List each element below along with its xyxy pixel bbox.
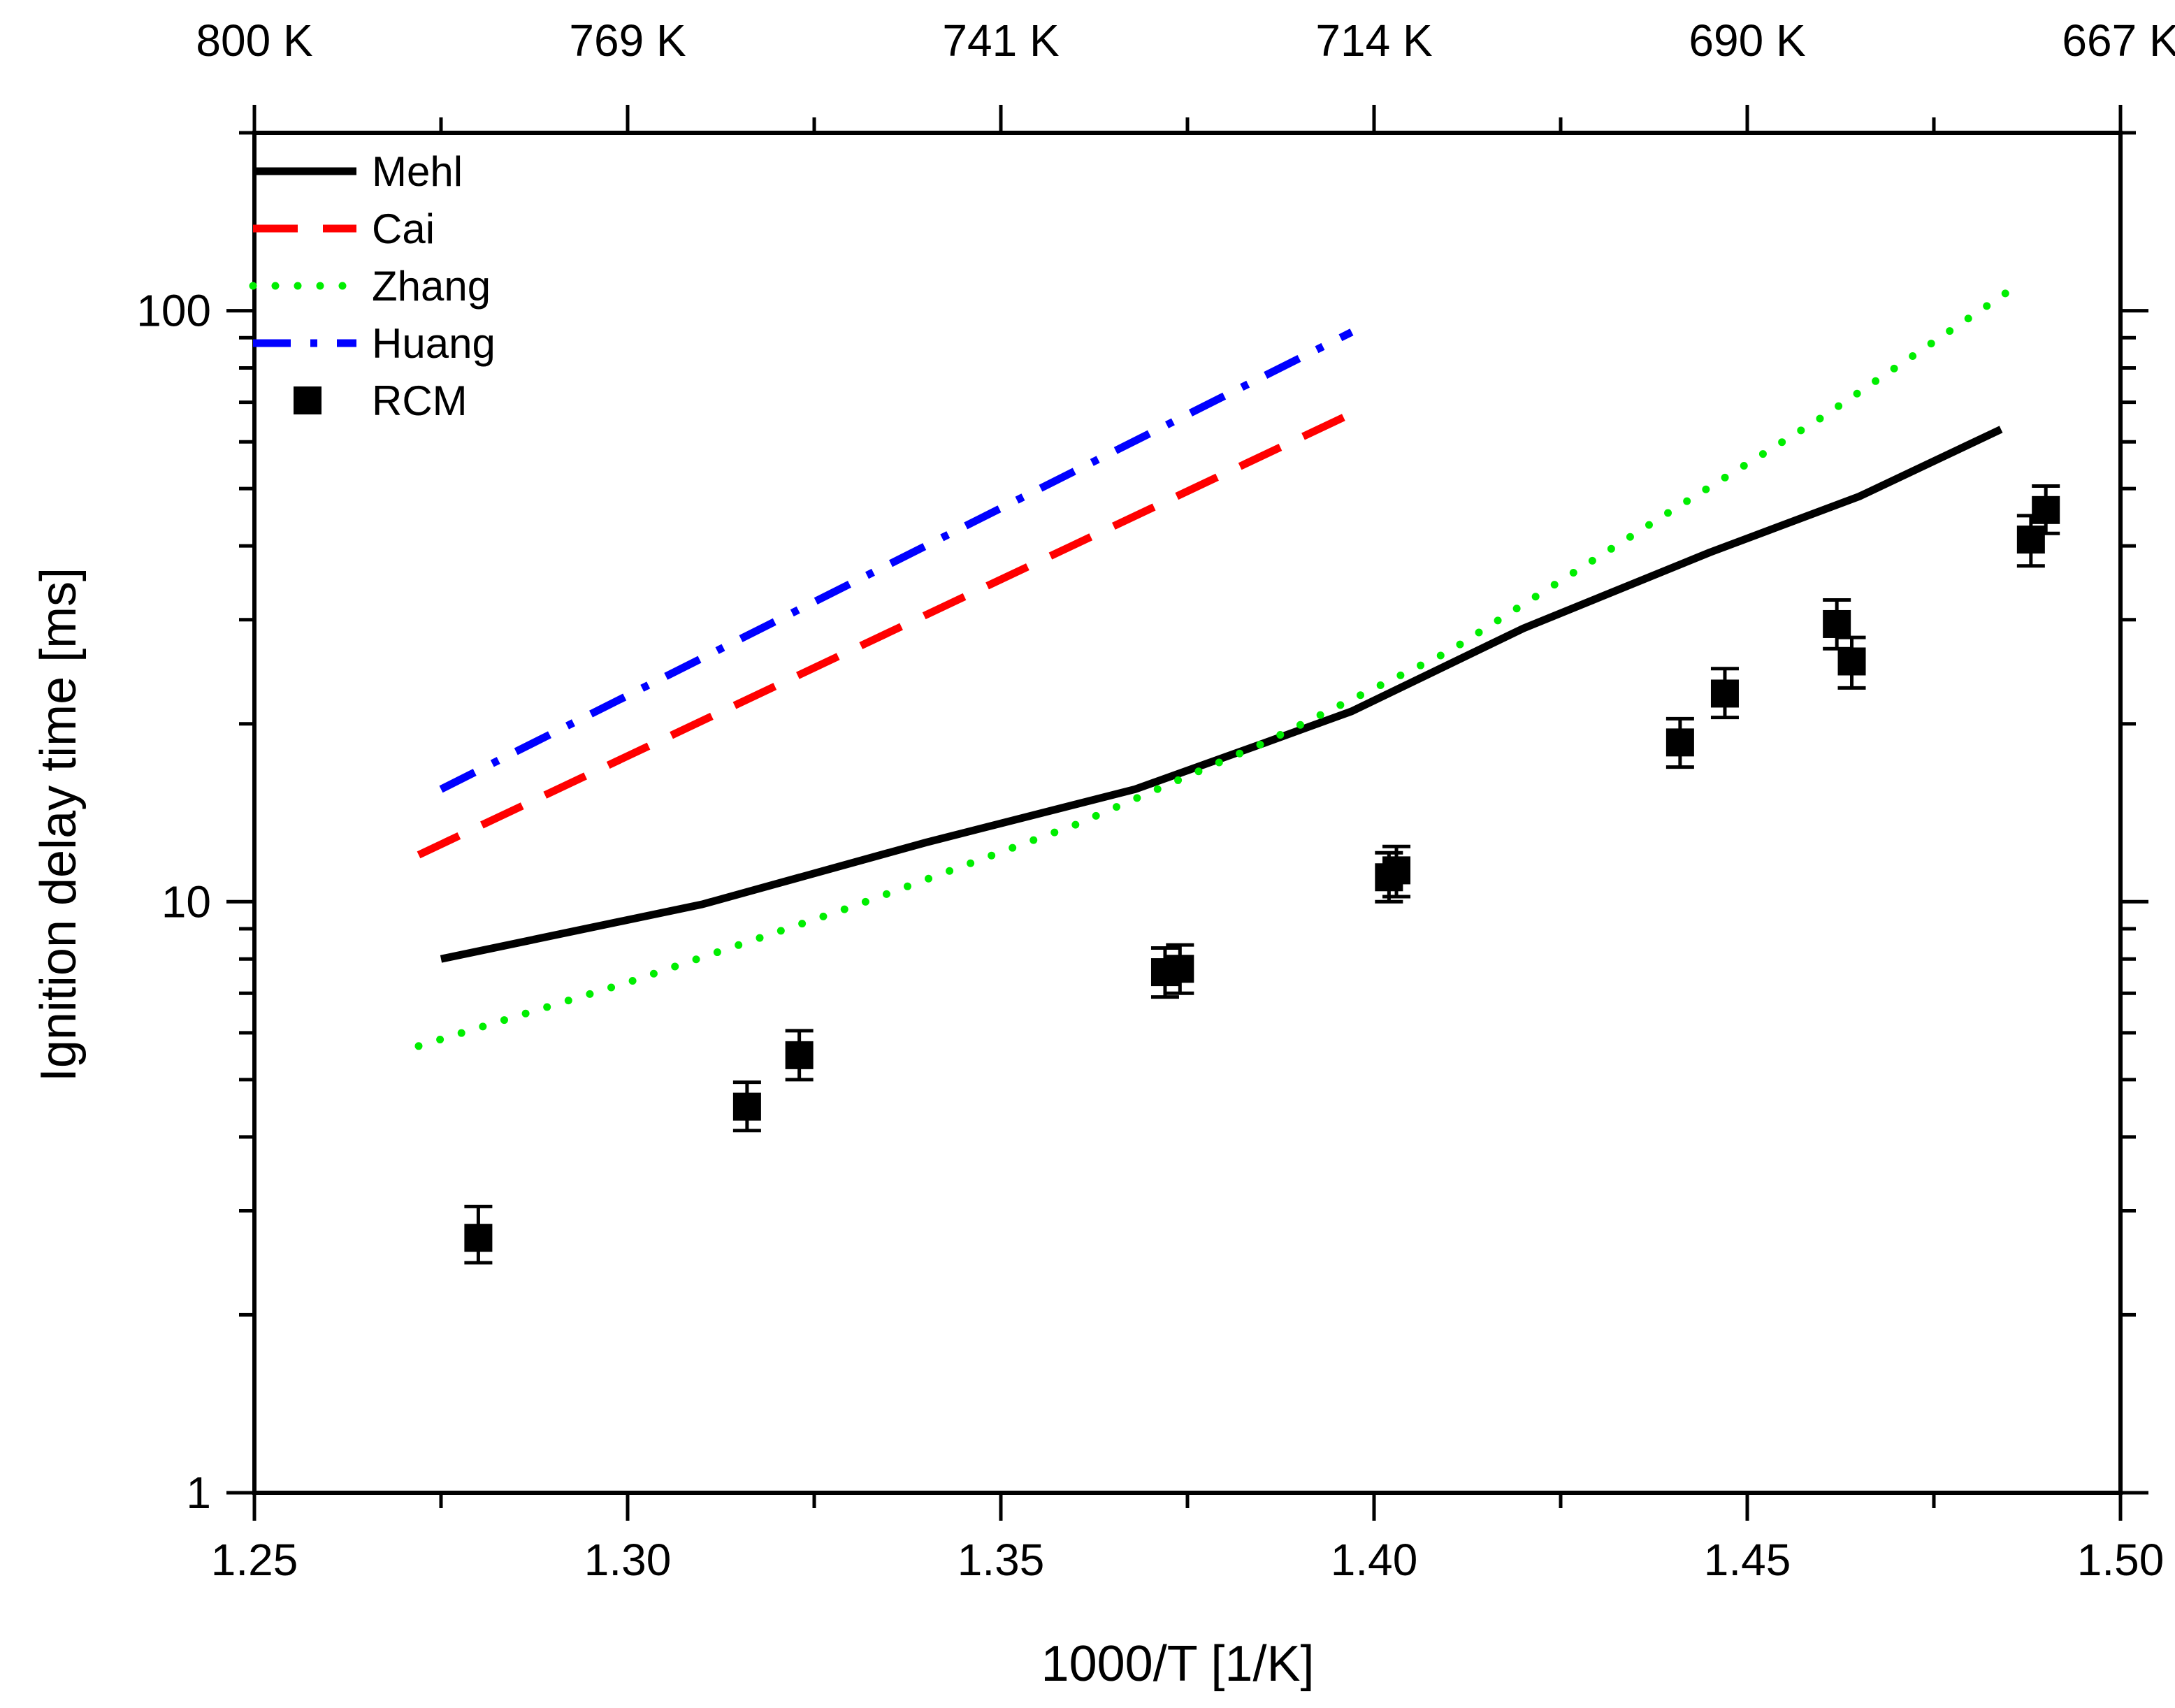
legend-label: Huang bbox=[372, 320, 496, 367]
series-line-mehl bbox=[440, 426, 2003, 963]
top-tick-label: 714 K bbox=[1315, 15, 1432, 66]
top-tick-label: 741 K bbox=[942, 15, 1059, 66]
rcm-point bbox=[1665, 728, 1694, 757]
legend-item-huang: Huang bbox=[253, 320, 496, 367]
axis-ticks bbox=[226, 105, 2148, 1521]
x-tick-label: 1.30 bbox=[584, 1535, 672, 1585]
legend-item-rcm: RCM bbox=[294, 377, 468, 424]
rcm-point bbox=[1710, 679, 1739, 708]
series-line-zhang bbox=[414, 282, 2020, 1050]
top-tick-label: 800 K bbox=[196, 15, 312, 66]
rcm-point bbox=[2016, 526, 2045, 554]
legend-item-zhang: Zhang bbox=[249, 263, 491, 310]
tick-labels: 1.25 800 K 1.30 769 K 1.35 741 K 1.40 714 K 1.45… bbox=[136, 15, 2175, 1585]
rcm-point bbox=[1823, 609, 1851, 638]
x-tick-label: 1.25 bbox=[211, 1535, 298, 1585]
legend-label: RCM bbox=[372, 377, 468, 424]
legend-label: Zhang bbox=[372, 263, 491, 310]
rcm-point bbox=[1837, 647, 1866, 676]
legend-label: Mehl bbox=[372, 148, 463, 195]
rcm-point bbox=[1382, 856, 1411, 885]
x-axis-title: 1000/T [1/K] bbox=[1041, 1636, 1315, 1692]
legend-item-cai: Cai bbox=[253, 205, 435, 252]
y-tick-label: 1 bbox=[186, 1468, 211, 1518]
y-axis-title: Ignition delay time [ms] bbox=[31, 567, 87, 1082]
legend-label: Cai bbox=[372, 205, 435, 252]
top-tick-label: 667 K bbox=[2062, 15, 2175, 66]
y-tick-label: 10 bbox=[161, 876, 211, 927]
legend: Mehl Cai Zhang Huang RCM bbox=[249, 148, 496, 424]
x-tick-label: 1.40 bbox=[1331, 1535, 1418, 1585]
legend-item-mehl: Mehl bbox=[253, 148, 463, 195]
series-line-cai bbox=[417, 410, 1354, 859]
legend-marker bbox=[294, 386, 321, 414]
rcm-point bbox=[732, 1092, 761, 1121]
rcm-point bbox=[464, 1224, 493, 1252]
x-tick-label: 1.50 bbox=[2077, 1535, 2165, 1585]
y-tick-label: 100 bbox=[136, 286, 211, 336]
series-layer bbox=[414, 282, 2060, 1265]
x-tick-label: 1.35 bbox=[958, 1535, 1045, 1585]
rcm-point bbox=[785, 1041, 814, 1069]
series-line-huang bbox=[439, 328, 1354, 793]
x-tick-label: 1.45 bbox=[1704, 1535, 1791, 1585]
top-tick-label: 769 K bbox=[569, 15, 686, 66]
series-rcm bbox=[464, 484, 2060, 1265]
rcm-point bbox=[1166, 955, 1194, 983]
plot-frame bbox=[252, 131, 2123, 1495]
rcm-point bbox=[2032, 495, 2060, 524]
top-tick-label: 690 K bbox=[1689, 15, 1805, 66]
